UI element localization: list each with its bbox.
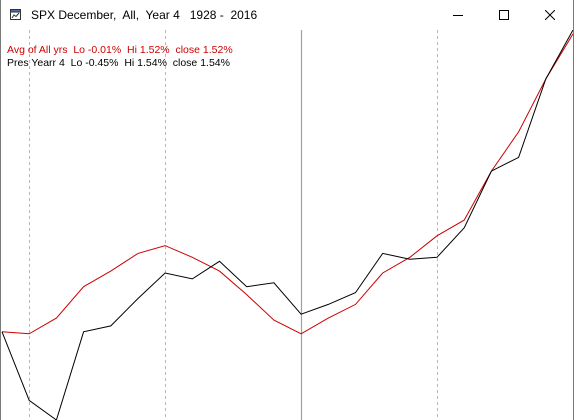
legend-pres-year-4: Pres Yearr 4 Lo -0.45% Hi 1.54% close 1.… [7,57,230,69]
maximize-icon [499,10,509,20]
title-bar[interactable]: SPX December, All, Year 4 1928 - 2016 [1,0,573,30]
minimize-button[interactable] [435,0,481,30]
line-chart [1,30,573,420]
maximize-button[interactable] [481,0,527,30]
chart-window-icon[interactable] [9,8,23,22]
minimize-icon [453,15,463,16]
close-icon [545,10,555,20]
series-line-avg-all-years [1,33,573,335]
legend-avg-all-years: Avg of All yrs Lo -0.01% Hi 1.52% close … [7,44,233,56]
close-button[interactable] [527,0,573,30]
series-line-pres-year-4 [1,30,573,420]
chart-area: Avg of All yrs Lo -0.01% Hi 1.52% close … [1,30,573,420]
window-title: SPX December, All, Year 4 1928 - 2016 [31,8,258,22]
